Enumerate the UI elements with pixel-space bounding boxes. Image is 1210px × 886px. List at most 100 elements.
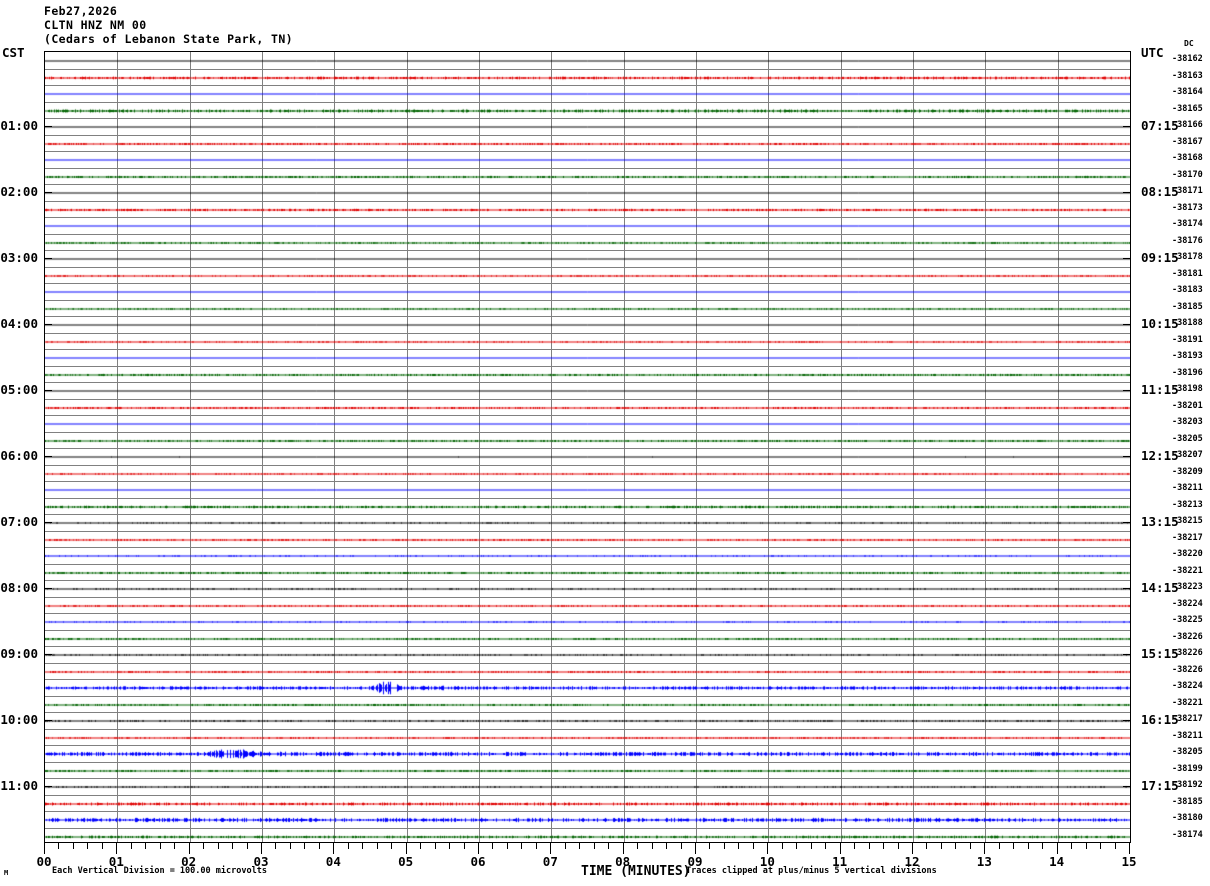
x-axis-minor-tick: [347, 843, 349, 849]
seismic-trace: [45, 812, 1130, 827]
x-axis-minor-tick: [579, 843, 581, 849]
dc-value: -38217: [1172, 714, 1203, 725]
horizontal-gridline: [45, 102, 1130, 103]
seismic-trace: [45, 433, 1130, 448]
hour-tick-left: [45, 456, 52, 458]
horizontal-gridline: [45, 498, 1130, 499]
header-location: (Cedars of Lebanon State Park, TN): [44, 32, 294, 46]
x-axis-tick-label: 11: [832, 854, 848, 869]
dc-value: -38168: [1172, 153, 1203, 164]
x-axis-minor-tick: [1085, 843, 1087, 849]
footer-left-mark: M: [4, 869, 9, 877]
horizontal-gridline: [45, 811, 1130, 812]
x-axis-minor-tick: [781, 843, 783, 849]
x-axis-minor-tick: [1042, 843, 1044, 849]
seismic-trace: [45, 730, 1130, 745]
x-axis-minor-tick: [810, 843, 812, 849]
hour-label-cst: 03:00: [0, 250, 38, 266]
horizontal-gridline: [45, 118, 1130, 119]
dc-value: -38173: [1172, 202, 1203, 213]
x-axis-minor-tick: [738, 843, 740, 849]
horizontal-gridline: [45, 85, 1130, 86]
seismic-trace: [45, 86, 1130, 101]
dc-value: -38224: [1172, 681, 1203, 692]
seismogram-plot[interactable]: [44, 51, 1131, 844]
dc-value: -38221: [1172, 697, 1203, 708]
horizontal-gridline: [45, 481, 1130, 482]
x-axis-minor-tick: [1114, 843, 1116, 849]
seismic-trace: [45, 218, 1130, 233]
right-timezone-label: UTC: [1141, 45, 1164, 60]
x-axis-minor-tick: [1013, 843, 1015, 849]
x-axis-tick-label: 01: [108, 854, 124, 869]
seismic-trace: [45, 103, 1130, 118]
x-axis-major-tick: [478, 843, 479, 854]
seismic-trace: [45, 284, 1130, 299]
dc-value: -38164: [1172, 87, 1203, 98]
x-axis-tick-label: 06: [470, 854, 486, 869]
hour-label-utc: 11:15: [1141, 382, 1179, 398]
x-axis-minor-tick: [926, 843, 928, 849]
seismic-trace: [45, 796, 1130, 811]
x-axis-minor-tick: [232, 843, 234, 849]
dc-value: -38224: [1172, 598, 1203, 609]
x-axis-minor-tick: [87, 843, 89, 849]
hour-tick-right: [1123, 522, 1130, 524]
dc-value: -38205: [1172, 747, 1203, 758]
x-axis-minor-tick: [203, 843, 205, 849]
seismic-trace: [45, 779, 1130, 794]
x-axis-minor-tick: [883, 843, 885, 849]
hour-label-cst: 11:00: [0, 778, 38, 794]
horizontal-gridline: [45, 151, 1130, 152]
seismic-trace: [45, 53, 1130, 68]
seismic-trace: [45, 565, 1130, 580]
horizontal-gridline: [45, 201, 1130, 202]
x-axis-tick-label: 05: [398, 854, 414, 869]
hour-label-utc: 14:15: [1141, 580, 1179, 596]
hour-label-utc: 09:15: [1141, 250, 1179, 266]
x-axis-minor-tick: [463, 843, 465, 849]
seismic-trace: [45, 202, 1130, 217]
seismic-trace: [45, 70, 1130, 85]
x-axis-minor-tick: [868, 843, 870, 849]
seismic-trace: [45, 614, 1130, 629]
hour-tick-right: [1123, 324, 1130, 326]
vertical-gridline: [262, 52, 263, 842]
hour-label-cst: 09:00: [0, 646, 38, 662]
left-timezone-label: CST: [2, 45, 25, 60]
x-axis-minor-tick: [608, 843, 610, 849]
hour-label-cst: 04:00: [0, 316, 38, 332]
x-axis-minor-tick: [969, 843, 971, 849]
horizontal-gridline: [45, 465, 1130, 466]
horizontal-gridline: [45, 630, 1130, 631]
seismic-trace: [45, 449, 1130, 464]
x-axis-major-tick: [1056, 843, 1058, 854]
x-axis-minor-tick: [159, 843, 161, 849]
hour-label-utc: 12:15: [1141, 448, 1179, 464]
vertical-gridline: [117, 52, 119, 842]
x-axis-tick-label: 07: [542, 854, 558, 869]
x-axis-minor-tick: [275, 843, 277, 849]
dc-value: -38174: [1172, 829, 1203, 840]
seismic-trace: [45, 664, 1130, 679]
seismic-trace: [45, 383, 1130, 398]
x-axis-minor-tick: [434, 843, 436, 849]
x-axis-minor-tick: [535, 843, 537, 849]
seismic-trace: [45, 400, 1130, 415]
dc-value: -38185: [1172, 301, 1203, 312]
seismic-trace: [45, 499, 1130, 514]
vertical-gridline: [479, 52, 480, 842]
x-axis-minor-tick: [680, 843, 682, 849]
seismic-trace: [45, 532, 1130, 547]
horizontal-gridline: [45, 547, 1130, 548]
horizontal-gridline: [45, 267, 1130, 268]
vertical-gridline: [1057, 52, 1059, 842]
dc-column-label: DC: [1184, 39, 1194, 48]
seismic-trace: [45, 367, 1130, 382]
dc-value: -38176: [1172, 235, 1203, 246]
x-axis-minor-tick: [998, 843, 1000, 849]
x-axis-minor-tick: [449, 843, 451, 849]
dc-value: -38162: [1172, 54, 1203, 65]
x-axis-minor-tick: [217, 843, 219, 849]
seismic-trace: [45, 581, 1130, 596]
